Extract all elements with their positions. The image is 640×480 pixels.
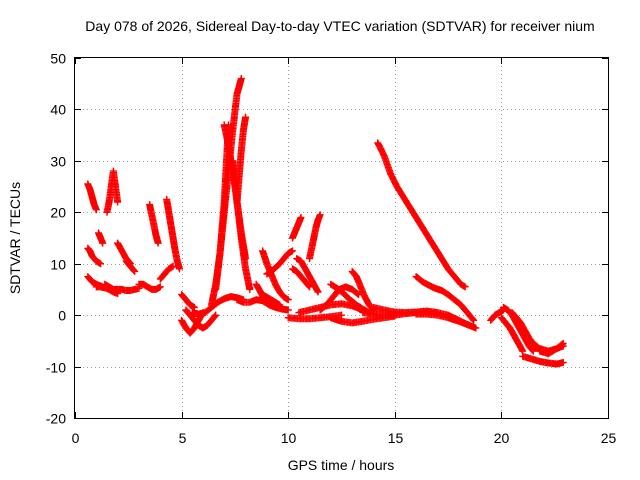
y-tick-label: 10 bbox=[50, 257, 66, 273]
plus-marker bbox=[497, 314, 527, 355]
y-tick-label: 0 bbox=[58, 308, 66, 324]
plus-marker bbox=[536, 339, 567, 358]
series-track-26 bbox=[252, 280, 269, 304]
y-tick-label: 30 bbox=[50, 154, 66, 170]
plus-marker bbox=[519, 352, 567, 368]
plus-marker bbox=[252, 280, 269, 304]
series-track-15 bbox=[182, 306, 220, 332]
x-tick-label: 25 bbox=[601, 430, 617, 446]
series-track-30 bbox=[289, 265, 314, 291]
y-tick-label: 20 bbox=[50, 205, 66, 221]
x-tick-label: 20 bbox=[494, 430, 510, 446]
chart-title: Day 078 of 2026, Sidereal Day-to-day VTE… bbox=[85, 18, 594, 34]
plus-marker bbox=[103, 167, 122, 216]
plus-marker bbox=[306, 211, 324, 263]
series-track-29 bbox=[293, 255, 322, 296]
series-track-12 bbox=[163, 195, 183, 273]
series-track-23 bbox=[233, 296, 292, 314]
series-track-40 bbox=[374, 139, 469, 291]
plus-marker bbox=[182, 306, 220, 332]
plus-marker bbox=[293, 255, 322, 296]
x-tick-label: 15 bbox=[388, 430, 404, 446]
plus-marker bbox=[84, 244, 105, 268]
y-tick-label: 50 bbox=[50, 51, 66, 67]
plus-marker bbox=[146, 201, 162, 247]
plus-marker bbox=[289, 265, 314, 291]
plus-marker bbox=[263, 247, 296, 278]
series-track-42 bbox=[412, 310, 480, 332]
series-track-28 bbox=[289, 213, 305, 242]
plus-marker bbox=[95, 229, 107, 247]
plus-marker bbox=[84, 180, 100, 214]
grid-lines bbox=[75, 58, 608, 418]
series-track-41 bbox=[412, 273, 478, 324]
plus-marker bbox=[487, 306, 508, 324]
series-track-47 bbox=[519, 352, 567, 368]
x-tick-label: 10 bbox=[281, 430, 297, 446]
y-tick-label: -10 bbox=[46, 360, 66, 376]
plus-marker bbox=[374, 139, 469, 291]
series-track-45 bbox=[497, 314, 527, 355]
series-track-07 bbox=[92, 283, 122, 298]
plus-marker bbox=[233, 296, 292, 314]
series-track-27 bbox=[263, 247, 296, 278]
plus-marker bbox=[156, 262, 177, 283]
series-track-49 bbox=[536, 339, 567, 358]
series-track-16 bbox=[178, 291, 198, 311]
y-tick-label: -20 bbox=[46, 411, 66, 427]
series-track-01 bbox=[84, 180, 100, 214]
series-track-43 bbox=[487, 306, 508, 324]
plus-marker bbox=[122, 257, 139, 275]
plus-marker bbox=[178, 291, 198, 311]
x-tick-label: 0 bbox=[72, 430, 80, 446]
y-tick-label: 40 bbox=[50, 102, 66, 118]
plus-marker bbox=[92, 283, 122, 298]
plus-marker bbox=[412, 273, 478, 324]
axis-ticks bbox=[75, 58, 609, 419]
x-tick-label: 5 bbox=[179, 430, 187, 446]
plus-marker bbox=[289, 213, 305, 242]
x-axis-label: GPS time / hours bbox=[288, 457, 395, 473]
y-axis-label: SDTVAR / TECUs bbox=[7, 182, 23, 294]
series-track-09 bbox=[122, 257, 139, 275]
plus-marker bbox=[163, 195, 183, 273]
series-track-02 bbox=[84, 244, 105, 268]
series-track-22 bbox=[233, 113, 250, 206]
series-track-10 bbox=[135, 280, 164, 293]
plus-marker bbox=[135, 280, 164, 293]
series-track-04 bbox=[95, 229, 107, 247]
data-marks bbox=[84, 75, 567, 368]
series-track-13 bbox=[156, 262, 177, 283]
y-tick-labels: -20 -10 0 10 20 30 40 50 bbox=[46, 51, 66, 427]
plus-marker bbox=[412, 310, 480, 332]
x-tick-labels: 0 5 10 15 20 25 bbox=[72, 430, 617, 446]
series-track-05 bbox=[103, 167, 122, 216]
series-track-11 bbox=[146, 201, 162, 247]
plus-marker bbox=[233, 113, 250, 206]
series-track-31 bbox=[306, 211, 324, 263]
plot-frame bbox=[74, 57, 609, 419]
